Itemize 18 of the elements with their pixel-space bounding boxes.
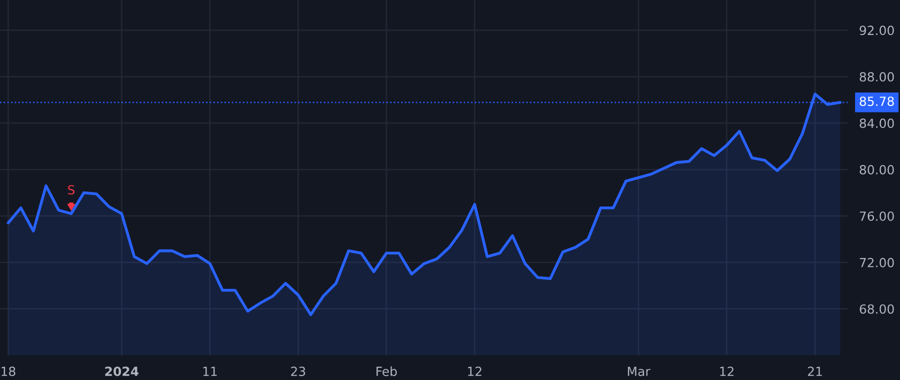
y-tick-label: 92.00: [860, 26, 894, 36]
x-tick-label: 12: [468, 366, 482, 376]
x-tick-label: 21: [808, 366, 822, 376]
y-tick-label: 76.00: [860, 211, 894, 221]
x-tick-label: 2024: [105, 366, 138, 376]
annotation: S: [68, 185, 74, 195]
x-tick-label: Feb: [376, 366, 397, 376]
ref-line-label: 85.78: [860, 96, 894, 106]
y-tick-label: 84.00: [860, 118, 894, 128]
y-tick-label: 68.00: [860, 304, 894, 314]
x-tick-label: 23: [291, 366, 306, 376]
y-tick-label: 72.00: [860, 258, 894, 268]
x-tick-label: 12: [720, 366, 734, 376]
x-tick-label: 11: [203, 366, 217, 376]
y-tick-label: 88.00: [860, 72, 894, 82]
x-tick-label: Mar: [628, 366, 650, 376]
y-tick-label: 80.00: [860, 164, 894, 174]
x-tick-label: 18: [2, 366, 16, 376]
